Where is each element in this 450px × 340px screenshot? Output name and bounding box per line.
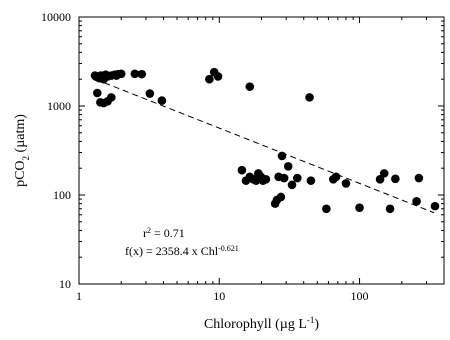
- data-point: [130, 69, 140, 79]
- y-tick-label: 10: [59, 277, 71, 291]
- data-point: [341, 179, 351, 188]
- data-point: [391, 174, 400, 184]
- data-point: [287, 180, 297, 190]
- y-tick-label: 100: [53, 188, 71, 202]
- data-point: [245, 82, 255, 91]
- data-point: [237, 165, 247, 175]
- data-point: [322, 204, 331, 214]
- data-point: [277, 151, 287, 161]
- data-point: [213, 72, 223, 81]
- r-squared-annotation: r2 = 0.71: [143, 226, 185, 241]
- data-point: [261, 175, 271, 184]
- data-point: [293, 173, 302, 183]
- data-point: [305, 93, 314, 102]
- y-axis-label: pCO2 (µatm): [13, 114, 31, 187]
- data-point: [375, 175, 385, 184]
- data-point: [157, 96, 167, 105]
- data-point: [331, 172, 341, 182]
- data-point: [107, 93, 116, 102]
- data-point: [92, 88, 102, 98]
- data-point: [137, 69, 147, 79]
- data-point: [145, 89, 155, 98]
- fit-line: [94, 78, 435, 214]
- data-point: [355, 203, 364, 212]
- data-point: [276, 192, 286, 202]
- x-tick-label: 10: [213, 289, 225, 303]
- data-point: [306, 176, 316, 185]
- data-point: [412, 196, 421, 206]
- y-tick-label: 10000: [41, 10, 71, 24]
- data-point: [283, 162, 293, 171]
- data-point: [205, 74, 214, 84]
- fit-equation-annotation: f(x) = 2358.4 x Chl-0.621: [125, 244, 239, 259]
- data-point: [430, 201, 440, 211]
- data-point: [385, 204, 395, 214]
- y-tick-label: 1000: [47, 99, 71, 113]
- x-axis-label: Chlorophyll (µg L-1): [204, 315, 319, 332]
- data-point: [414, 173, 424, 183]
- x-tick-label: 1: [76, 289, 82, 303]
- data-point: [116, 69, 126, 79]
- data-point: [379, 169, 389, 178]
- x-tick-label: 100: [351, 289, 369, 303]
- data-point: [279, 173, 289, 183]
